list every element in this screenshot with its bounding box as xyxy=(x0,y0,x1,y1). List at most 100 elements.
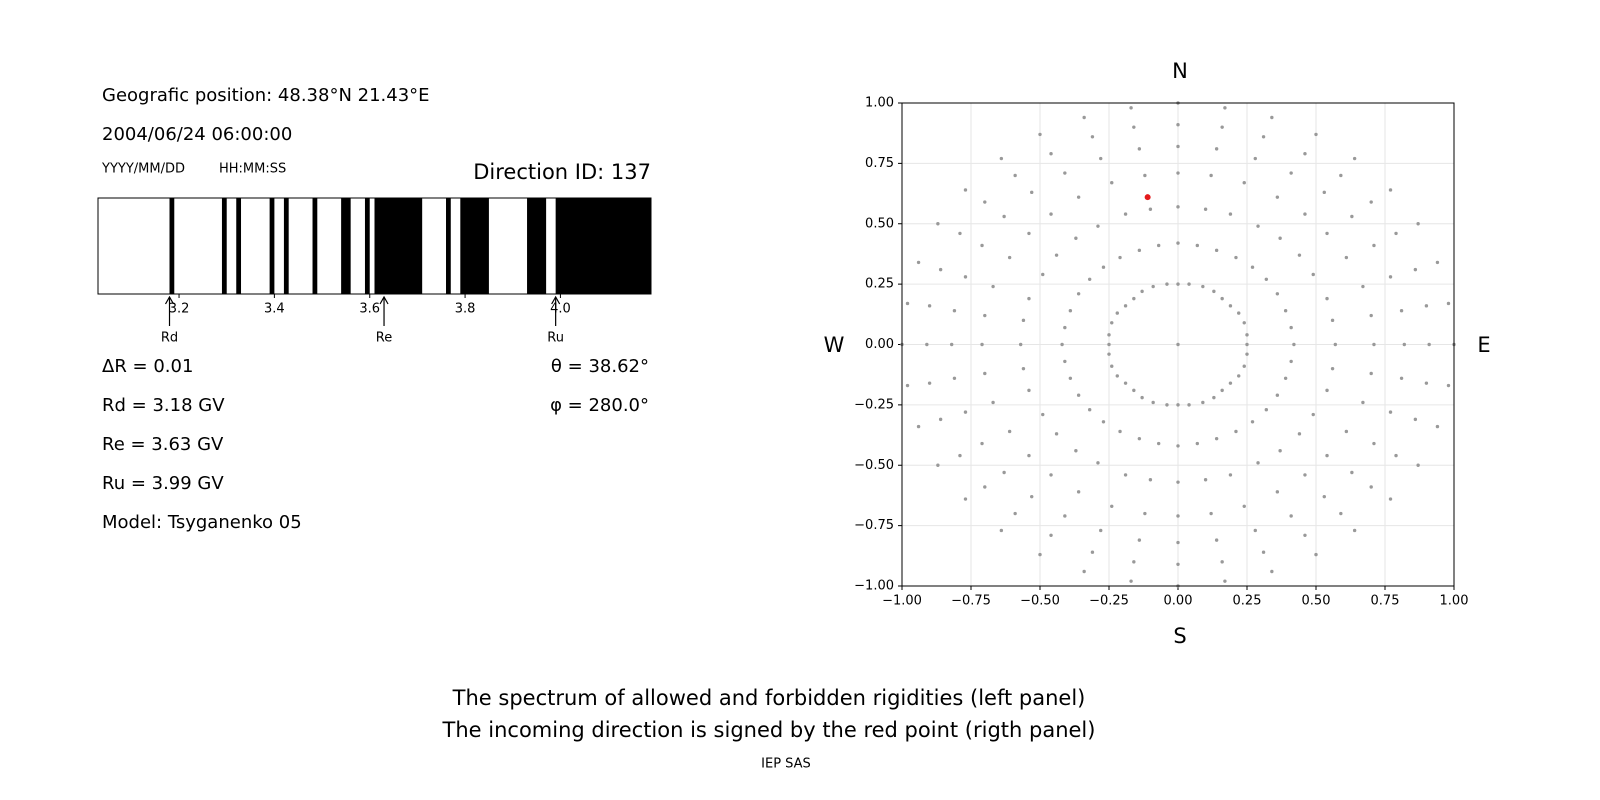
point xyxy=(1030,494,1034,499)
point xyxy=(1027,388,1031,393)
direction-id: Direction ID: 137 xyxy=(473,160,651,184)
point xyxy=(1394,453,1398,458)
y-tick-label: 0.50 xyxy=(865,216,894,231)
point xyxy=(1250,420,1255,424)
point xyxy=(1427,342,1431,347)
point xyxy=(1132,125,1136,129)
point xyxy=(1399,308,1404,313)
point xyxy=(1101,420,1106,424)
point xyxy=(1137,147,1142,151)
point xyxy=(1187,403,1191,407)
point xyxy=(1195,243,1200,248)
point xyxy=(1063,171,1067,175)
point xyxy=(1250,265,1255,269)
phi: φ = 280.0° xyxy=(550,395,649,416)
point xyxy=(1372,243,1376,248)
point xyxy=(1325,388,1329,393)
point xyxy=(1013,511,1017,516)
point xyxy=(1096,461,1100,465)
point xyxy=(1275,393,1280,397)
point xyxy=(1416,463,1420,467)
time-format: HH:MM:SS xyxy=(219,162,286,177)
point xyxy=(1350,214,1354,219)
point xyxy=(1156,441,1161,446)
point xyxy=(1063,325,1067,330)
point xyxy=(1118,429,1122,434)
point xyxy=(1369,313,1373,318)
x-tick-label: 4.0 xyxy=(550,302,571,317)
point xyxy=(1038,552,1042,557)
point xyxy=(1002,214,1006,219)
info-line: Ru = 3.99 GV xyxy=(102,473,224,494)
point xyxy=(1289,325,1293,330)
point xyxy=(1278,449,1282,453)
point xyxy=(1137,436,1142,441)
point xyxy=(1253,528,1257,533)
point xyxy=(1325,453,1329,458)
point xyxy=(1212,395,1216,400)
point xyxy=(1021,366,1026,371)
point xyxy=(1322,190,1326,195)
point xyxy=(1223,106,1227,110)
point xyxy=(1270,115,1274,120)
point xyxy=(1090,135,1095,139)
point xyxy=(1242,504,1246,509)
point xyxy=(1220,125,1224,129)
datetime: 2004/06/24 06:00:00 xyxy=(102,124,292,145)
point xyxy=(1297,432,1302,436)
band xyxy=(169,198,175,294)
point xyxy=(963,275,968,279)
point xyxy=(1289,359,1293,364)
point xyxy=(999,528,1004,533)
point xyxy=(1264,277,1269,281)
point xyxy=(1261,550,1266,554)
point xyxy=(1402,342,1407,347)
point xyxy=(925,342,929,347)
point xyxy=(1289,514,1293,518)
point xyxy=(1209,511,1213,516)
point xyxy=(1344,255,1349,260)
point xyxy=(938,267,943,272)
point xyxy=(1099,156,1103,161)
info-line: Re = 3.63 GV xyxy=(102,434,224,455)
point xyxy=(1049,533,1053,537)
point xyxy=(1013,173,1017,178)
caption: The incoming direction is signed by the … xyxy=(442,718,1096,742)
point xyxy=(1123,473,1128,477)
point xyxy=(1311,272,1315,277)
point xyxy=(1038,132,1042,137)
y-tick-label: −0.50 xyxy=(854,458,894,473)
point xyxy=(1176,480,1180,484)
point xyxy=(1325,231,1329,236)
point xyxy=(983,485,987,489)
point xyxy=(1123,381,1128,385)
point xyxy=(1002,470,1006,475)
point xyxy=(1369,200,1373,204)
point xyxy=(1228,381,1233,385)
compass-south: S xyxy=(1173,624,1186,648)
point xyxy=(1129,106,1133,110)
point xyxy=(1176,123,1180,127)
point xyxy=(1030,190,1034,195)
point xyxy=(1214,436,1219,441)
point xyxy=(936,463,940,467)
x-tick-label: −0.50 xyxy=(1020,594,1060,609)
point xyxy=(1076,292,1081,296)
point xyxy=(1253,156,1257,161)
point xyxy=(1063,514,1067,518)
band xyxy=(460,198,489,294)
point xyxy=(1054,253,1059,257)
point xyxy=(1372,342,1376,347)
info-line: Model: Tsyganenko 05 xyxy=(102,512,302,533)
point xyxy=(1110,504,1114,509)
point xyxy=(905,301,910,306)
x-tick-label: 3.6 xyxy=(359,302,380,317)
point xyxy=(1143,511,1147,516)
point xyxy=(1209,173,1213,178)
point xyxy=(1176,205,1180,209)
x-tick-label: −0.75 xyxy=(951,594,991,609)
point xyxy=(952,308,957,313)
x-tick-label: 3.4 xyxy=(264,302,285,317)
credit: IEP SAS xyxy=(761,757,811,772)
incoming-direction xyxy=(1144,194,1151,201)
